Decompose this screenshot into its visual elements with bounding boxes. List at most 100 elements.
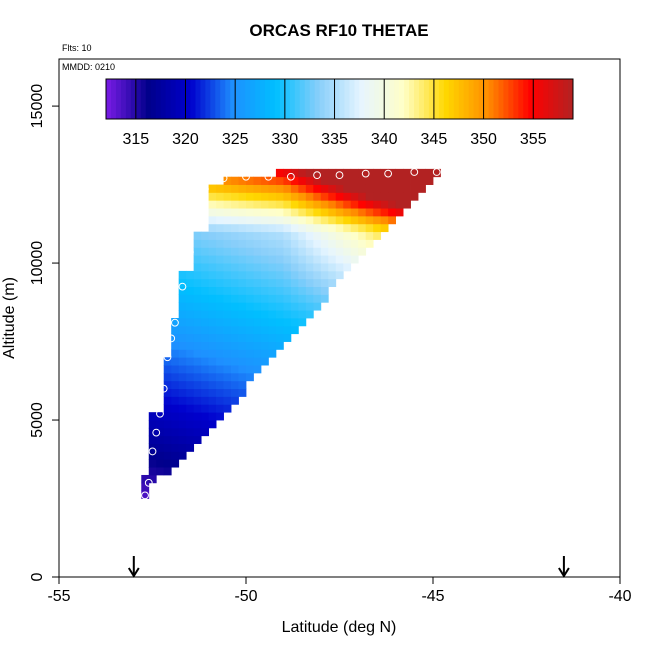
colorbar-tick-label: 320 — [172, 131, 199, 148]
flight-point — [163, 353, 172, 362]
heatmap-cell — [290, 302, 299, 311]
heatmap-cell — [208, 396, 217, 405]
heatmap-cell — [275, 270, 284, 280]
colorbar-swatch — [543, 79, 549, 119]
heatmap-cell — [305, 278, 314, 288]
heatmap-cell — [260, 255, 269, 264]
colorbar-swatch — [205, 79, 211, 119]
heatmap-cell — [260, 200, 269, 209]
colorbar-swatch — [369, 79, 375, 119]
heatmap-cell — [365, 223, 374, 233]
colorbar-swatch — [453, 79, 460, 119]
heatmap-cell — [275, 333, 284, 342]
heatmap-cell — [320, 255, 329, 264]
heatmap-cell — [238, 325, 247, 335]
colorbar-swatch — [264, 79, 271, 119]
heatmap-cell — [298, 310, 307, 319]
heatmap-cell — [171, 380, 180, 390]
heatmap-cell — [335, 255, 344, 264]
colorbar-swatch — [279, 79, 286, 119]
heatmap-cell — [260, 192, 269, 201]
heatmap-cell — [275, 263, 284, 272]
heatmap-cell — [171, 396, 180, 405]
heatmap-cell — [223, 247, 232, 256]
heatmap-cell — [328, 200, 337, 209]
heatmap-cell — [268, 270, 277, 280]
heatmap-cell — [373, 215, 382, 225]
heatmap-cell — [193, 380, 202, 390]
colorbar-swatch — [334, 79, 340, 119]
heatmap-cell — [231, 223, 239, 233]
heatmap-cell — [223, 184, 232, 193]
heatmap-cell — [186, 310, 195, 319]
heatmap-cell — [283, 215, 292, 225]
heatmap-cell — [260, 341, 269, 350]
heatmap-cell — [216, 247, 224, 256]
heatmap-cell — [343, 223, 352, 233]
heatmap-cell — [305, 255, 314, 264]
heatmap-cell — [283, 192, 292, 201]
heatmap-cell — [410, 192, 419, 201]
heatmap-cell — [163, 451, 172, 460]
heatmap-cell — [246, 247, 254, 256]
heatmap-cell — [156, 435, 165, 444]
heatmap-cell — [193, 396, 202, 405]
heatmap-cell — [223, 349, 232, 358]
colorbar-tick-label: 350 — [470, 131, 497, 148]
heatmap-cell — [216, 208, 224, 217]
heatmap-cell — [238, 341, 247, 350]
heatmap-cell — [193, 294, 202, 303]
heatmap-cell — [298, 184, 307, 193]
heatmap-cell — [163, 420, 172, 429]
colorbar-frame — [105, 78, 574, 120]
heatmap-cell — [275, 294, 284, 303]
heatmap-cell — [365, 192, 374, 201]
heatmap-cell — [193, 404, 202, 413]
heatmap-cell — [403, 168, 411, 178]
x-axis: -55 -50 -45 -40 — [47, 577, 632, 605]
heatmap-cell — [231, 357, 239, 366]
heatmap-cell — [305, 310, 314, 319]
heatmap-cell — [313, 286, 322, 295]
heatmap-cell — [260, 270, 269, 280]
heatmap-cell — [208, 341, 217, 350]
heatmap-cell — [313, 223, 322, 233]
colorbar-swatch — [404, 79, 410, 119]
heatmap-cell — [380, 200, 389, 209]
colorbar-swatch — [418, 79, 425, 119]
flight-point — [432, 168, 441, 176]
heatmap-cell — [290, 215, 299, 225]
heatmap-cell — [231, 380, 239, 390]
heatmap-cell — [320, 294, 329, 303]
heatmap-cell — [223, 263, 232, 272]
heatmap-cell — [231, 278, 239, 288]
heatmap-cell — [395, 192, 404, 201]
heatmap-cell — [238, 192, 247, 201]
heatmap-cell — [350, 168, 359, 178]
heatmap-cell — [216, 412, 224, 421]
heatmap-cell — [253, 231, 262, 240]
heatmap-cell — [216, 341, 224, 350]
heatmap-cell — [283, 255, 292, 264]
heatmap-cell — [231, 231, 239, 240]
colorbar-tick-label: 340 — [371, 131, 398, 148]
heatmap-cell — [201, 420, 209, 429]
colorbar-swatch — [150, 79, 157, 119]
heatmap-cell — [231, 176, 239, 185]
heatmap-cell — [283, 231, 292, 240]
flight-point — [152, 428, 161, 437]
heatmap-cell — [238, 302, 247, 311]
heatmap-cell — [223, 396, 232, 405]
heatmap-cell — [253, 270, 262, 280]
heatmap-cell — [246, 310, 254, 319]
heatmap-cell — [275, 200, 284, 209]
heatmap-cell — [238, 278, 247, 288]
heatmap-cell — [216, 278, 224, 288]
heatmap-cell — [231, 208, 239, 217]
heatmap-cells — [141, 168, 441, 499]
heatmap-cell — [395, 200, 404, 209]
x-tick-label: -45 — [421, 588, 444, 605]
heatmap-cell — [186, 333, 195, 342]
heatmap-cell — [275, 325, 284, 335]
heatmap-cell — [305, 176, 314, 185]
